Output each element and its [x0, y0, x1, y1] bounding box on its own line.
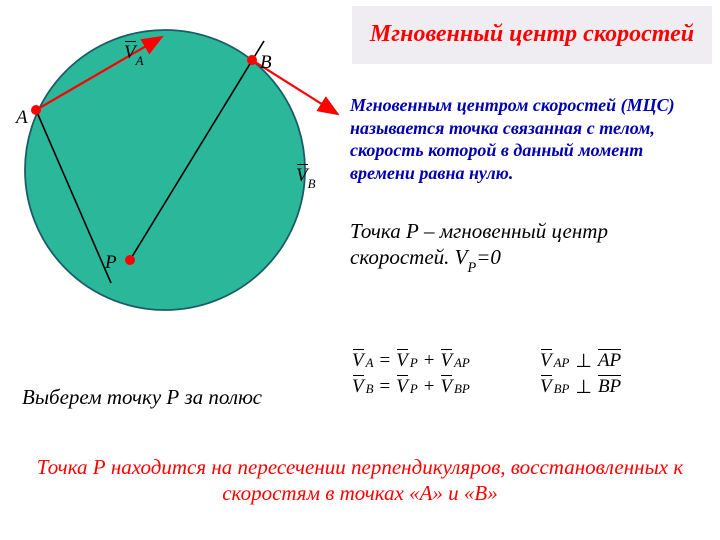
choose-pole-text: Выберем точку Р за полюс [22, 384, 262, 410]
label-vector-va: VA [124, 42, 144, 67]
title-text: Мгновенный центр скоростей [370, 21, 694, 49]
equations-left: VA=VP+VAPVB=VP+VBP [352, 348, 470, 400]
label-point-p: P [105, 252, 117, 274]
conclusion-text: Точка Р находится на пересечении перпенд… [30, 454, 690, 507]
label-vector-vb: VB [296, 165, 316, 190]
point-p-line1: Точка Р – мгновенный центр [350, 219, 608, 243]
equation-row: VBP⊥BP [540, 374, 621, 400]
equation-row: VA=VP+VAP [352, 348, 470, 374]
title-box: Мгновенный центр скоростей [352, 6, 712, 64]
point-p-line2-suffix: =0 [476, 245, 501, 269]
point-p-line2-prefix: скоростей. V [350, 245, 467, 269]
label-point-b: B [260, 52, 272, 74]
point-p-sub: P [467, 260, 476, 276]
equation-row: VB=VP+VBP [352, 374, 470, 400]
definition-text: Мгновенным центром скоростей (МЦС) назыв… [350, 94, 710, 184]
label-point-a: A [16, 107, 28, 129]
equation-row: VAP⊥AP [540, 348, 621, 374]
point-p-text: Точка Р – мгновенный центр скоростей. VP… [350, 218, 710, 275]
equations-right: VAP⊥APVBP⊥BP [540, 348, 621, 400]
